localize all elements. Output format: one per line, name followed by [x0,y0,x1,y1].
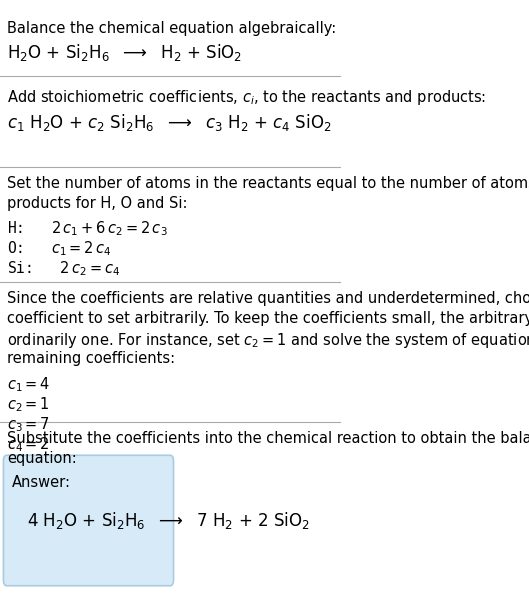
Text: $c_1$ H$_2$O + $c_2$ Si$_2$H$_6$  $\longrightarrow$  $c_3$ H$_2$ + $c_4$ SiO$_2$: $c_1$ H$_2$O + $c_2$ Si$_2$H$_6$ $\longr… [7,112,331,134]
Text: Add stoichiometric coefficients, $c_i$, to the reactants and products:: Add stoichiometric coefficients, $c_i$, … [7,88,486,107]
Text: ordinarily one. For instance, set $c_2 = 1$ and solve the system of equations fo: ordinarily one. For instance, set $c_2 =… [7,331,529,350]
Text: 4 H$_2$O + Si$_2$H$_6$  $\longrightarrow$  7 H$_2$ + 2 SiO$_2$: 4 H$_2$O + Si$_2$H$_6$ $\longrightarrow$… [27,510,310,531]
Text: Substitute the coefficients into the chemical reaction to obtain the balanced: Substitute the coefficients into the che… [7,431,529,446]
Text: H:   $2\,c_1 + 6\,c_2 = 2\,c_3$: H: $2\,c_1 + 6\,c_2 = 2\,c_3$ [7,220,168,239]
Text: remaining coefficients:: remaining coefficients: [7,351,175,367]
Text: H$_2$O + Si$_2$H$_6$  $\longrightarrow$  H$_2$ + SiO$_2$: H$_2$O + Si$_2$H$_6$ $\longrightarrow$ H… [7,42,242,63]
Text: Answer:: Answer: [12,475,71,490]
Text: Balance the chemical equation algebraically:: Balance the chemical equation algebraica… [7,21,336,36]
Text: $c_3 = 7$: $c_3 = 7$ [7,415,50,434]
Text: O:   $c_1 = 2\,c_4$: O: $c_1 = 2\,c_4$ [7,240,112,259]
Text: equation:: equation: [7,451,77,466]
FancyBboxPatch shape [3,455,174,586]
Text: Si:   $2\,c_2 = c_4$: Si: $2\,c_2 = c_4$ [7,260,120,279]
Text: coefficient to set arbitrarily. To keep the coefficients small, the arbitrary va: coefficient to set arbitrarily. To keep … [7,311,529,327]
Text: products for H, O and Si:: products for H, O and Si: [7,196,187,211]
Text: Set the number of atoms in the reactants equal to the number of atoms in the: Set the number of atoms in the reactants… [7,176,529,191]
Text: Since the coefficients are relative quantities and underdetermined, choose a: Since the coefficients are relative quan… [7,291,529,307]
Text: $c_4 = 2$: $c_4 = 2$ [7,435,50,454]
Text: $c_1 = 4$: $c_1 = 4$ [7,375,50,394]
Text: $c_2 = 1$: $c_2 = 1$ [7,395,50,414]
